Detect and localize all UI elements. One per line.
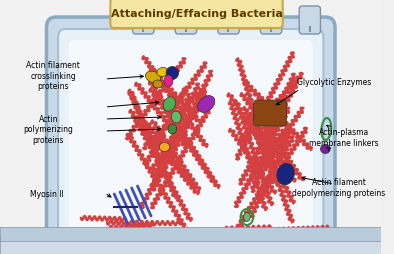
FancyBboxPatch shape xyxy=(260,7,282,35)
FancyBboxPatch shape xyxy=(69,41,313,238)
Ellipse shape xyxy=(277,164,294,185)
FancyBboxPatch shape xyxy=(175,7,197,35)
Ellipse shape xyxy=(159,143,170,152)
Text: Glycolytic Enzymes: Glycolytic Enzymes xyxy=(297,77,371,86)
FancyBboxPatch shape xyxy=(58,30,323,243)
FancyBboxPatch shape xyxy=(133,7,154,35)
Ellipse shape xyxy=(145,72,160,84)
Ellipse shape xyxy=(171,112,181,123)
Ellipse shape xyxy=(198,96,215,113)
FancyBboxPatch shape xyxy=(46,18,335,247)
Ellipse shape xyxy=(320,145,330,154)
Text: Myosin II: Myosin II xyxy=(30,190,63,199)
Text: Actin filament
crosslinking
proteins: Actin filament crosslinking proteins xyxy=(26,61,80,90)
Ellipse shape xyxy=(163,98,176,112)
Bar xyxy=(0,227,381,241)
FancyBboxPatch shape xyxy=(254,101,286,126)
Ellipse shape xyxy=(153,81,163,89)
FancyBboxPatch shape xyxy=(218,7,239,35)
FancyBboxPatch shape xyxy=(299,7,320,35)
Ellipse shape xyxy=(164,76,173,88)
Ellipse shape xyxy=(168,124,177,134)
Text: Actin filament
depolymerizing proteins: Actin filament depolymerizing proteins xyxy=(292,178,385,197)
Bar xyxy=(0,237,381,254)
Text: Attaching/Effacing Bacteria: Attaching/Effacing Bacteria xyxy=(111,9,282,19)
Text: Actin
polymerizing
proteins: Actin polymerizing proteins xyxy=(24,115,73,144)
Ellipse shape xyxy=(166,67,178,80)
Ellipse shape xyxy=(157,68,168,77)
Text: Actin-plasma
membrane linkers: Actin-plasma membrane linkers xyxy=(309,128,379,147)
Ellipse shape xyxy=(243,213,250,222)
FancyBboxPatch shape xyxy=(110,0,283,29)
